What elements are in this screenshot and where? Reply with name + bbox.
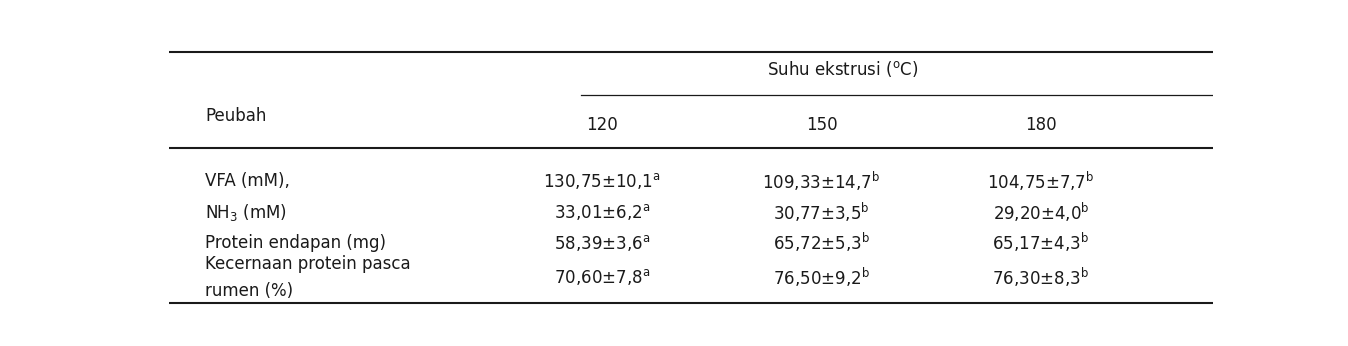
Text: 58,39±3,6$^{\mathrm{a}}$: 58,39±3,6$^{\mathrm{a}}$ <box>554 233 650 253</box>
Text: Peubah: Peubah <box>205 107 267 125</box>
Text: 130,75±10,1$^{\mathrm{a}}$: 130,75±10,1$^{\mathrm{a}}$ <box>543 171 661 191</box>
Text: NH$_3$ (mM): NH$_3$ (mM) <box>205 201 287 222</box>
Text: Kecernaan protein pasca: Kecernaan protein pasca <box>205 255 411 273</box>
Text: 29,20±4,0$^{\mathrm{b}}$: 29,20±4,0$^{\mathrm{b}}$ <box>992 200 1089 224</box>
Text: 70,60±7,8$^{\mathrm{a}}$: 70,60±7,8$^{\mathrm{a}}$ <box>554 267 650 287</box>
Text: rumen (%): rumen (%) <box>205 282 293 300</box>
Text: 120: 120 <box>586 117 617 135</box>
Text: 65,17±4,3$^{\mathrm{b}}$: 65,17±4,3$^{\mathrm{b}}$ <box>992 231 1089 254</box>
Text: 104,75±7,7$^{\mathrm{b}}$: 104,75±7,7$^{\mathrm{b}}$ <box>987 170 1095 193</box>
Text: 30,77±3,5$^{\mathrm{b}}$: 30,77±3,5$^{\mathrm{b}}$ <box>774 200 869 224</box>
Text: 76,30±8,3$^{\mathrm{b}}$: 76,30±8,3$^{\mathrm{b}}$ <box>992 266 1089 289</box>
Text: Suhu ekstrusi ($^{\mathrm{o}}$C): Suhu ekstrusi ($^{\mathrm{o}}$C) <box>767 60 918 80</box>
Text: 109,33±14,7$^{\mathrm{b}}$: 109,33±14,7$^{\mathrm{b}}$ <box>763 170 880 193</box>
Text: 76,50±9,2$^{\mathrm{b}}$: 76,50±9,2$^{\mathrm{b}}$ <box>772 266 869 289</box>
Text: 65,72±5,3$^{\mathrm{b}}$: 65,72±5,3$^{\mathrm{b}}$ <box>772 231 869 254</box>
Text: Protein endapan (mg): Protein endapan (mg) <box>205 234 386 252</box>
Text: 180: 180 <box>1024 117 1057 135</box>
Text: 150: 150 <box>806 117 837 135</box>
Text: VFA (mM),: VFA (mM), <box>205 172 290 190</box>
Text: 33,01±6,2$^{\mathrm{a}}$: 33,01±6,2$^{\mathrm{a}}$ <box>554 202 650 222</box>
